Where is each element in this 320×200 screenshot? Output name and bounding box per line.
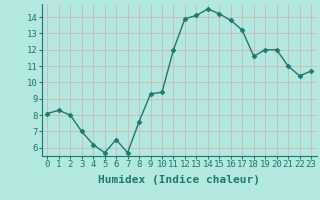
X-axis label: Humidex (Indice chaleur): Humidex (Indice chaleur) xyxy=(98,175,260,185)
